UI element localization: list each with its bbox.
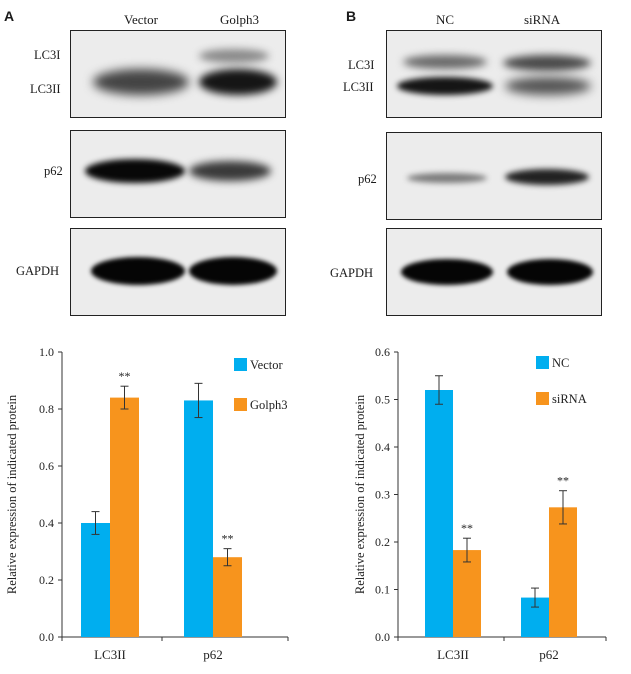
blot-label-lc3i-a: LC3I	[34, 48, 61, 62]
chart-b-legend-swatch-sirna	[536, 392, 549, 405]
chart-a-bar-golph3-p62	[213, 557, 242, 637]
chart-b-bar-sirna-lc3ii	[453, 550, 481, 637]
blot-lc3-a	[70, 30, 286, 118]
blot-label-lc3i-b: LC3I	[348, 58, 375, 72]
blot-label-gapdh-a: GAPDH	[16, 264, 60, 278]
chart-a-ytick-label: 0.4	[39, 516, 54, 530]
chart-a-bar-vector-p62	[184, 400, 213, 637]
chart-a-bar-vector-lc3ii	[81, 523, 110, 637]
chart-b-ytick-label: 0.6	[375, 345, 390, 359]
band-gapdh-sirna	[507, 259, 593, 285]
chart-b-ytick-label: 0.4	[375, 440, 390, 454]
chart-a: 0.0 0.2 0.4 0.6 0.8 1.0 Relative expression of…	[5, 345, 289, 662]
chart-b-ytick-label: 0.3	[375, 488, 390, 502]
band-lc3i-nc	[403, 55, 487, 69]
chart-b: 0.0 0.1 0.2 0.3 0.4 0.5 0.6 Relative expression…	[353, 345, 607, 662]
chart-b-legend-swatch-nc	[536, 356, 549, 369]
blot-label-p62-b: p62	[358, 172, 377, 186]
chart-a-ytick-label: 0.8	[39, 402, 54, 416]
blot-gapdh-b	[386, 228, 602, 316]
lane-label-golph3: Golph3	[220, 12, 259, 27]
band-lc3i-golph3	[199, 49, 269, 63]
lane-label-vector: Vector	[124, 12, 158, 27]
chart-b-ytick-label: 0.2	[375, 535, 390, 549]
blot-label-lc3ii-b: LC3II	[343, 80, 374, 94]
blot-p62-a	[70, 130, 286, 218]
chart-a-legend-swatch-vector	[234, 358, 247, 371]
panel-a-letter: A	[4, 8, 15, 24]
chart-a-significance-label: **	[222, 532, 234, 546]
band-gapdh-vector	[91, 257, 185, 285]
band-lc3ii-vector	[93, 69, 189, 95]
chart-a-legend-label-vector: Vector	[250, 358, 283, 372]
chart-a-category-label: LC3II	[94, 647, 126, 662]
blot-label-lc3ii-a: LC3II	[30, 82, 61, 96]
band-p62-sirna	[505, 169, 589, 185]
chart-b-y-axis-label: Relative expression of indicated protein	[353, 394, 367, 594]
chart-b-legend-label-nc: NC	[552, 356, 569, 370]
panel-b-letter: B	[346, 8, 357, 24]
chart-b-bar-sirna-p62	[549, 507, 577, 637]
band-gapdh-golph3	[189, 257, 277, 285]
chart-a-y-axis-label: Relative expression of indicated protein	[5, 394, 19, 594]
chart-b-bar-nc-lc3ii	[425, 390, 453, 637]
chart-a-legend-label-golph3: Golph3	[250, 398, 288, 412]
band-lc3i-sirna	[503, 55, 591, 71]
band-lc3ii-sirna	[505, 77, 591, 95]
chart-a-ytick-label: 0.0	[39, 630, 54, 644]
band-p62-golph3	[189, 161, 271, 181]
chart-a-category-label: p62	[203, 647, 223, 662]
blot-p62-b	[386, 132, 602, 220]
chart-b-ytick-label: 0.0	[375, 630, 390, 644]
chart-b-ytick-label: 0.1	[375, 583, 390, 597]
lane-label-nc: NC	[436, 12, 455, 27]
chart-b-category-label: LC3II	[437, 647, 469, 662]
band-p62-nc	[407, 173, 487, 183]
chart-b-legend-label-sirna: siRNA	[552, 392, 587, 406]
blot-lc3-b	[386, 30, 602, 118]
band-lc3ii-golph3	[199, 69, 277, 95]
lane-label-sirna: siRNA	[524, 12, 561, 27]
chart-a-significance-label: **	[119, 369, 131, 383]
chart-a-ytick-label: 0.6	[39, 459, 54, 473]
band-lc3ii-nc	[397, 77, 493, 95]
chart-a-legend-swatch-golph3	[234, 398, 247, 411]
chart-b-significance-label: **	[461, 521, 473, 535]
band-p62-vector	[85, 159, 185, 183]
band-gapdh-nc	[401, 259, 493, 285]
chart-b-category-label: p62	[539, 647, 559, 662]
chart-a-ytick-label: 0.2	[39, 573, 54, 587]
chart-b-significance-label: **	[557, 474, 569, 488]
blot-gapdh-a	[70, 228, 286, 316]
chart-a-bar-golph3-lc3ii	[110, 397, 139, 637]
chart-a-ytick-label: 1.0	[39, 345, 54, 359]
blot-label-p62-a: p62	[44, 164, 63, 178]
chart-b-ytick-label: 0.5	[375, 393, 390, 407]
blot-label-gapdh-b: GAPDH	[330, 266, 374, 280]
